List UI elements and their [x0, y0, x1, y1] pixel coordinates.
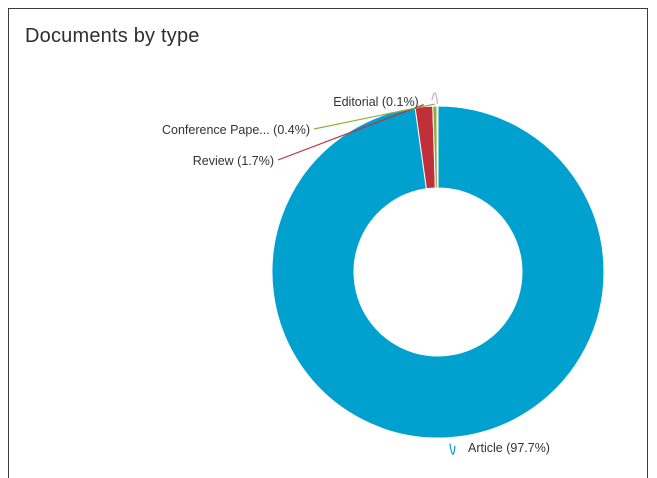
chart-title: Documents by type — [25, 25, 200, 47]
leader-line-article — [449, 443, 456, 455]
leader-line-editorial — [431, 92, 439, 105]
label-review: Review (1.7%) — [193, 154, 274, 168]
leader-line-conference-pape — [313, 103, 435, 130]
label-article: Article (97.7%) — [468, 441, 550, 455]
donut-slices — [271, 105, 605, 439]
label-editorial: Editorial (0.1%) — [333, 95, 418, 109]
label-leader-lines — [277, 92, 456, 455]
leader-line-review — [277, 104, 424, 161]
slice-editorial[interactable] — [436, 105, 439, 189]
slice-article[interactable] — [271, 105, 605, 439]
slice-labels: Article (97.7%) Review (1.7%) Conference P… — [162, 95, 550, 455]
label-conference-pape: Conference Pape... (0.4%) — [162, 123, 310, 137]
